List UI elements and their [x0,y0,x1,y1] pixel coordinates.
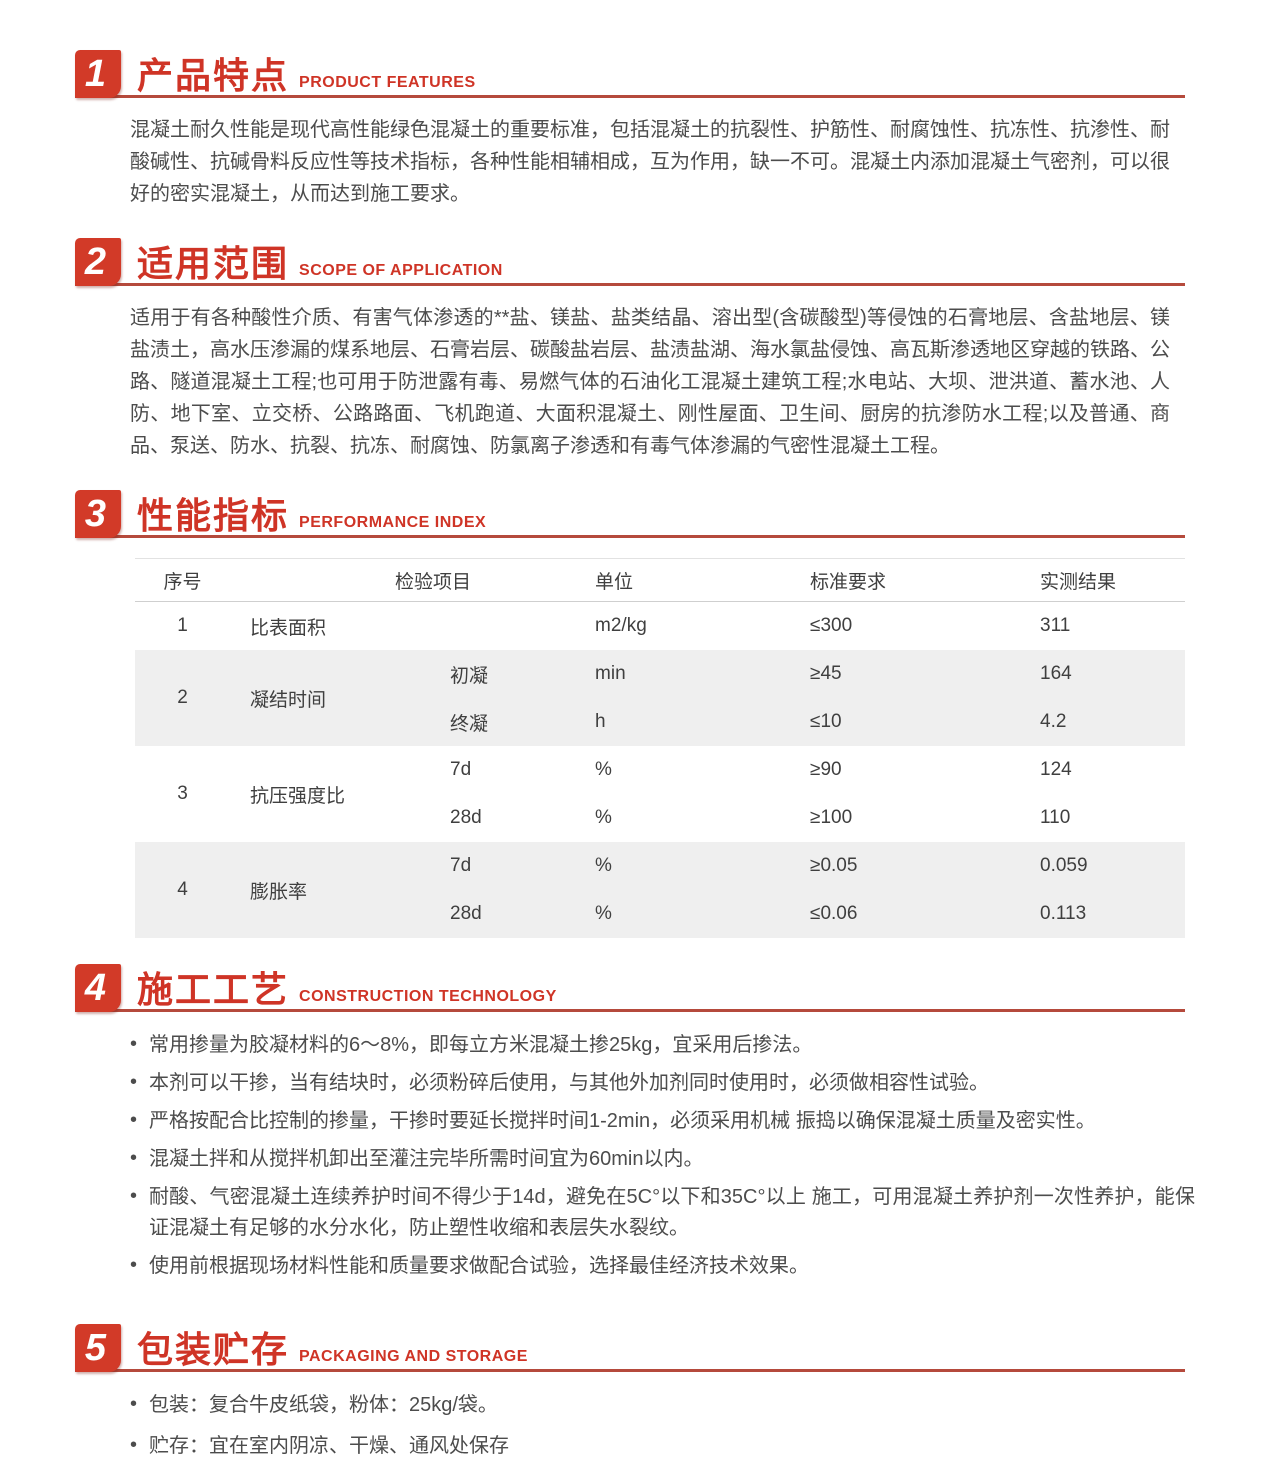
section-paragraph: 混凝土耐久性能是现代高性能绿色混凝土的重要标准，包括混凝土的抗裂性、护筋性、耐腐… [130,119,1170,205]
bullet-item: 本剂可以干掺，当有结块时，必须粉碎后使用，与其他外加剂同时使用时，必须做相容性试… [130,1067,1195,1099]
construction-bullet-list: 常用掺量为胶凝材料的6～8%，即每立方米混凝土掺25kg，宜采用后掺法。 本剂可… [130,1029,1195,1282]
cell-result: 124 [1040,759,1072,780]
section-header: 5 包装贮存 PACKAGING AND STORAGE [75,1324,1185,1372]
table-row: 28d % ≥100 110 [135,794,1185,842]
cell-item: 膨胀率 [250,881,308,903]
section-number: 4 [84,967,107,1009]
section-header: 2 适用范围 SCOPE OF APPLICATION [75,238,1185,286]
cell-no: 3 [177,783,188,804]
performance-table-wrap: 序号 检验项目 单位 标准要求 实测结果 1 比表面积 m2/kg ≤300 3… [135,558,1186,938]
bullet-item: 贮存：宜在室内阴凉、干燥、通风处保存 [130,1430,1195,1462]
packaging-bullet-list: 包装：复合牛皮纸袋，粉体：25kg/袋。 贮存：宜在室内阴凉、干燥、通风处保存 [130,1389,1195,1462]
cell-sub: 28d [450,903,482,924]
section-number-badge: 2 [75,238,121,286]
col-header-result: 实测结果 [1020,558,1186,602]
cell-unit: min [595,663,626,684]
bullet-item: 使用前根据现场材料性能和质量要求做配合试验，选择最佳经济技术效果。 [130,1250,1195,1282]
section-subtitle-en: CONSTRUCTION TECHNOLOGY [299,988,557,1005]
bullet-item: 常用掺量为胶凝材料的6～8%，即每立方米混凝土掺25kg，宜采用后掺法。 [130,1029,1195,1061]
cell-result: 164 [1040,663,1072,684]
bullet-item: 包装：复合牛皮纸袋，粉体：25kg/袋。 [130,1389,1195,1421]
cell-item: 比表面积 [250,617,327,639]
table-row: 4 膨胀率 7d % ≥0.05 0.059 [135,842,1186,903]
cell-req: ≥45 [810,663,842,684]
cell-unit: % [595,855,612,876]
col-header-item: 检验项目 [230,558,576,602]
section-construction-technology: 4 施工工艺 CONSTRUCTION TECHNOLOGY 常用掺量为胶凝材料… [75,964,1195,1282]
cell-req: ≤0.06 [810,903,858,924]
cell-no: 4 [177,879,188,900]
cell-sub: 终凝 [450,713,489,735]
table-row: 3 抗压强度比 7d % ≥90 124 [135,746,1185,807]
section-number: 1 [84,53,107,95]
cell-result: 0.113 [1040,903,1087,924]
cell-item: 凝结时间 [250,689,327,711]
table-header-row: 序号 检验项目 单位 标准要求 实测结果 [135,558,1186,602]
cell-sub: 28d [450,807,482,828]
table-row: 2 凝结时间 初凝 min ≥45 164 [135,650,1186,711]
cell-no: 2 [177,687,188,708]
bullet-item: 耐酸、气密混凝土连续养护时间不得少于14d，避免在5C°以下和35C°以上 施工… [130,1181,1195,1244]
section-header: 4 施工工艺 CONSTRUCTION TECHNOLOGY [75,964,1185,1012]
section-title: 适用范围 [137,243,290,284]
section-product-features: 1 产品特点 PRODUCT FEATURES 混凝土耐久性能是现代高性能绿色混… [75,50,1185,210]
cell-unit: % [595,759,612,780]
section-subtitle-en: SCOPE OF APPLICATION [299,262,503,279]
cell-req: ≤10 [810,711,842,732]
section-title: 施工工艺 [137,969,290,1010]
section-performance-index: 3 性能指标 PERFORMANCE INDEX 序号 检验项目 单位 标准要求… [75,490,1186,938]
col-header-no: 序号 [135,558,230,602]
bullet-item: 混凝土拌和从搅拌机卸出至灌注完毕所需时间宜为60min以内。 [130,1143,1195,1175]
section-number: 5 [84,1327,107,1369]
cell-result: 311 [1040,615,1071,636]
section-title: 产品特点 [137,55,290,96]
section-header: 3 性能指标 PERFORMANCE INDEX [75,490,1185,538]
section-paragraph: 适用于有各种酸性介质、有害气体渗透的**盐、镁盐、盐类结晶、溶出型(含碳酸型)等… [130,307,1170,457]
section-number: 2 [84,241,107,283]
section-header: 1 产品特点 PRODUCT FEATURES [75,50,1185,98]
cell-unit: h [595,711,606,732]
section-packaging-and-storage: 5 包装贮存 PACKAGING AND STORAGE 包装：复合牛皮纸袋，粉… [75,1324,1185,1462]
cell-unit: % [595,807,612,828]
col-header-req: 标准要求 [790,558,1021,602]
cell-req: ≥90 [810,759,842,780]
cell-sub: 7d [450,855,472,876]
performance-table: 序号 检验项目 单位 标准要求 实测结果 1 比表面积 m2/kg ≤300 3… [135,558,1186,938]
cell-req: ≥0.05 [810,855,858,876]
bullet-item: 严格按配合比控制的掺量，干掺时要延长搅拌时间1-2min，必须采用机械 振捣以确… [130,1105,1195,1137]
cell-result: 4.2 [1040,711,1067,732]
cell-sub: 7d [450,759,472,780]
section-subtitle-en: PACKAGING AND STORAGE [299,1348,528,1365]
cell-req: ≥100 [810,807,853,828]
section-title: 包装贮存 [137,1329,290,1370]
cell-result: 0.059 [1040,855,1088,876]
col-header-unit: 单位 [575,558,791,602]
section-number-badge: 1 [75,50,121,98]
section-subtitle-en: PRODUCT FEATURES [299,74,476,91]
cell-item: 抗压强度比 [250,785,346,807]
section-number-badge: 3 [75,490,121,538]
table-row: 1 比表面积 m2/kg ≤300 311 [135,602,1185,651]
section-title: 性能指标 [137,495,290,536]
section-number: 3 [84,493,107,535]
section-subtitle-en: PERFORMANCE INDEX [299,514,487,531]
cell-sub: 初凝 [450,665,489,687]
cell-req: ≤300 [810,615,853,636]
cell-unit: m2/kg [595,615,647,636]
cell-result: 110 [1040,807,1071,828]
section-scope-of-application: 2 适用范围 SCOPE OF APPLICATION 适用于有各种酸性介质、有… [75,238,1185,462]
section-number-badge: 4 [75,964,121,1012]
cell-unit: % [595,903,612,924]
cell-no: 1 [177,615,188,636]
section-number-badge: 5 [75,1324,121,1372]
